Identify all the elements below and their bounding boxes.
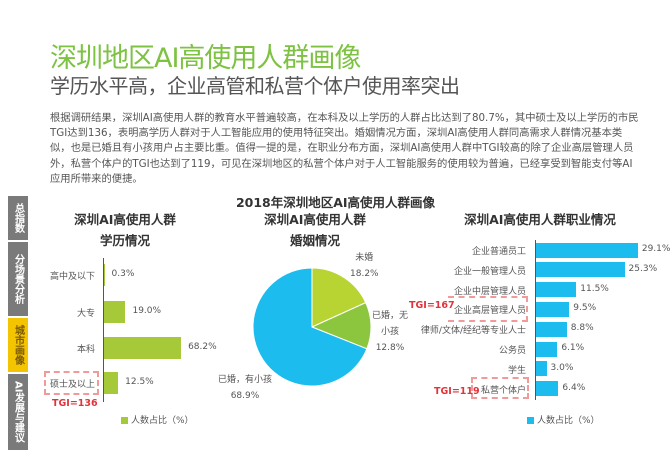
bar-value-label: 9.5% [573,303,597,314]
bar-category-label: 本科 [76,345,95,355]
legend-label: 人数占比（%） [131,416,194,426]
education-highlight-box [44,371,99,395]
bar-value-label: 6.1% [561,343,585,353]
bar [104,372,119,394]
education-chart-title: 深圳AI高使用人群 学历情况 [40,209,210,251]
education-title-line1: 深圳AI高使用人群 [74,212,176,227]
page-title: 深圳地区AI高使用人群画像 [50,43,361,74]
pie-slice [252,267,368,387]
marital-pie-chart [252,267,372,387]
bar [104,301,126,323]
summary-paragraph: 根据调研结果，深圳AI高使用人群的教育水平普遍较高，在本科及以上学历的人群占比达… [50,112,639,185]
occupation-tgi-private: TGI=119 [434,386,480,397]
sidebar-tab-city-portrait[interactable]: 城市画像 [8,318,28,374]
bar-value-label: 29.1% [641,244,671,254]
pie-label-married-child: 已婚，有小孩 68.9% [218,375,273,401]
bar-category-label: 私营个体户 [480,385,526,396]
sidebar-tab-scenario-analysis[interactable]: 分场景分析 [8,242,28,318]
bar [536,301,570,317]
occupation-highlight-box-private [471,377,529,399]
bar-value-label: 8.8% [570,323,594,334]
bar-category-label: 律师/文体/经纪等专业人士 [420,326,526,337]
sidebar-tab-total-index[interactable]: 总指数 [8,196,28,242]
section-sidebar: 总指数 分场景分析 城市画像 AI发展与建议 [8,196,28,452]
legend-label: 人数占比（%） [537,416,600,426]
education-title-line2: 学历情况 [99,233,150,248]
bar-value-label: 6.4% [562,382,586,393]
bar-value-label: 0.3% [111,269,135,279]
page-subtitle: 学历水平高，企业高管和私营个体户使用率突出 [50,74,460,98]
bar [536,242,638,258]
marital-chart-title: 深圳AI高使用人群 婚姻情况 [230,209,400,251]
charts-overall-title: 2018年深圳地区AI高使用人群画像 [235,195,436,210]
bar-category-label: 企业中层管理人员 [453,286,526,297]
pie-label-unmarried: 未婚 18.2% [350,253,379,279]
bar-value-label: 12.5% [125,377,154,387]
marital-title-line2: 婚姻情况 [289,233,340,248]
bar [536,321,567,337]
bar-category-label: 公务员 [498,346,526,356]
bar-category-label: 硕士及以上 [49,380,95,390]
legend-swatch [121,417,128,424]
bar [104,337,182,359]
bar-value-label: 25.3% [628,263,658,274]
education-tgi-annotation: TGI=136 [52,398,98,409]
bar-category-label: 企业一般管理人员 [453,266,526,277]
bar [536,282,577,298]
bar-value-label: 68.2% [188,342,217,352]
pie-label-married-no-child: 已婚，无小孩 12.8% [371,311,408,353]
pie-slice [311,267,367,328]
occupation-highlight-box-senior [448,296,528,322]
bar-category-label: 企业普通员工 [471,247,526,257]
bar [536,381,559,397]
bar [536,361,547,377]
bar [104,264,105,286]
bar [536,341,558,357]
bar [536,262,625,278]
bar-category-label: 大专 [76,309,95,319]
marital-title-line1: 深圳AI高使用人群 [264,212,366,227]
legend-swatch [527,417,534,424]
bar-category-label: 高中及以下 [49,272,95,282]
bar-category-label: 学生 [507,365,526,376]
occupation-legend: 人数占比（%） [527,413,600,426]
bar-value-label: 19.0% [132,306,162,316]
bar-value-label: 11.5% [580,283,609,294]
bar-value-label: 3.0% [550,362,574,373]
education-legend: 人数占比（%） [121,413,194,426]
occupation-tgi-senior: TGI=167 [409,300,455,311]
bar-category-label: 企业高层管理人员 [453,306,526,317]
occupation-axis [535,240,536,400]
education-axis [103,258,104,402]
occupation-chart-title: 深圳AI高使用人群职业情况 [464,212,616,227]
